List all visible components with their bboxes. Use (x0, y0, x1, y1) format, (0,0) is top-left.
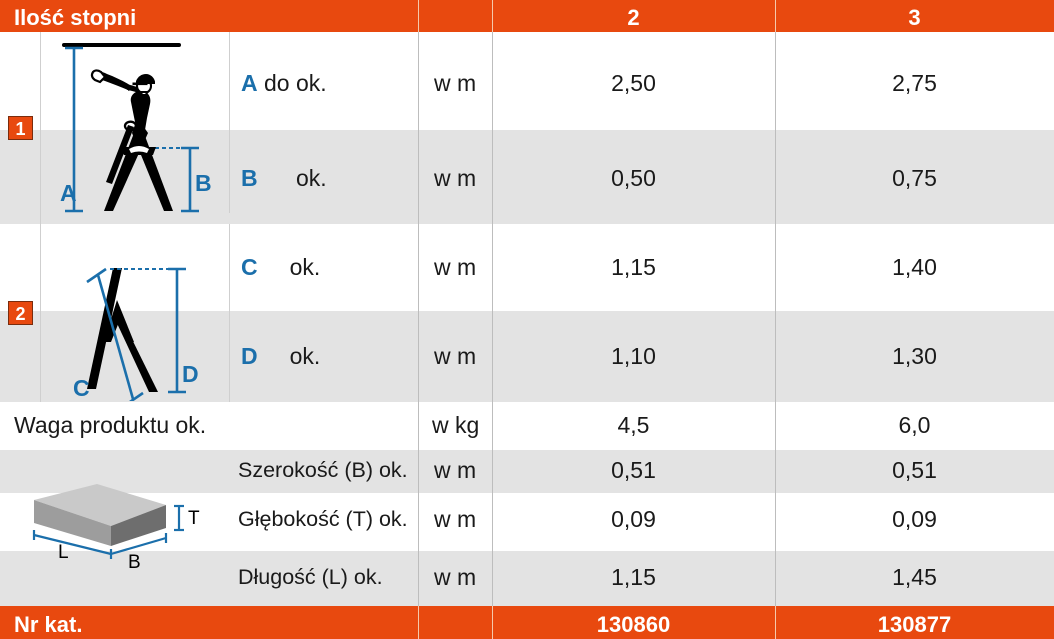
svg-text:D: D (182, 361, 199, 387)
svg-text:A: A (60, 180, 77, 206)
svg-text:B: B (195, 170, 212, 196)
svg-text:T: T (188, 508, 200, 529)
svg-text:C: C (73, 375, 90, 401)
svg-text:B: B (128, 552, 141, 573)
svg-text:L: L (58, 542, 69, 563)
